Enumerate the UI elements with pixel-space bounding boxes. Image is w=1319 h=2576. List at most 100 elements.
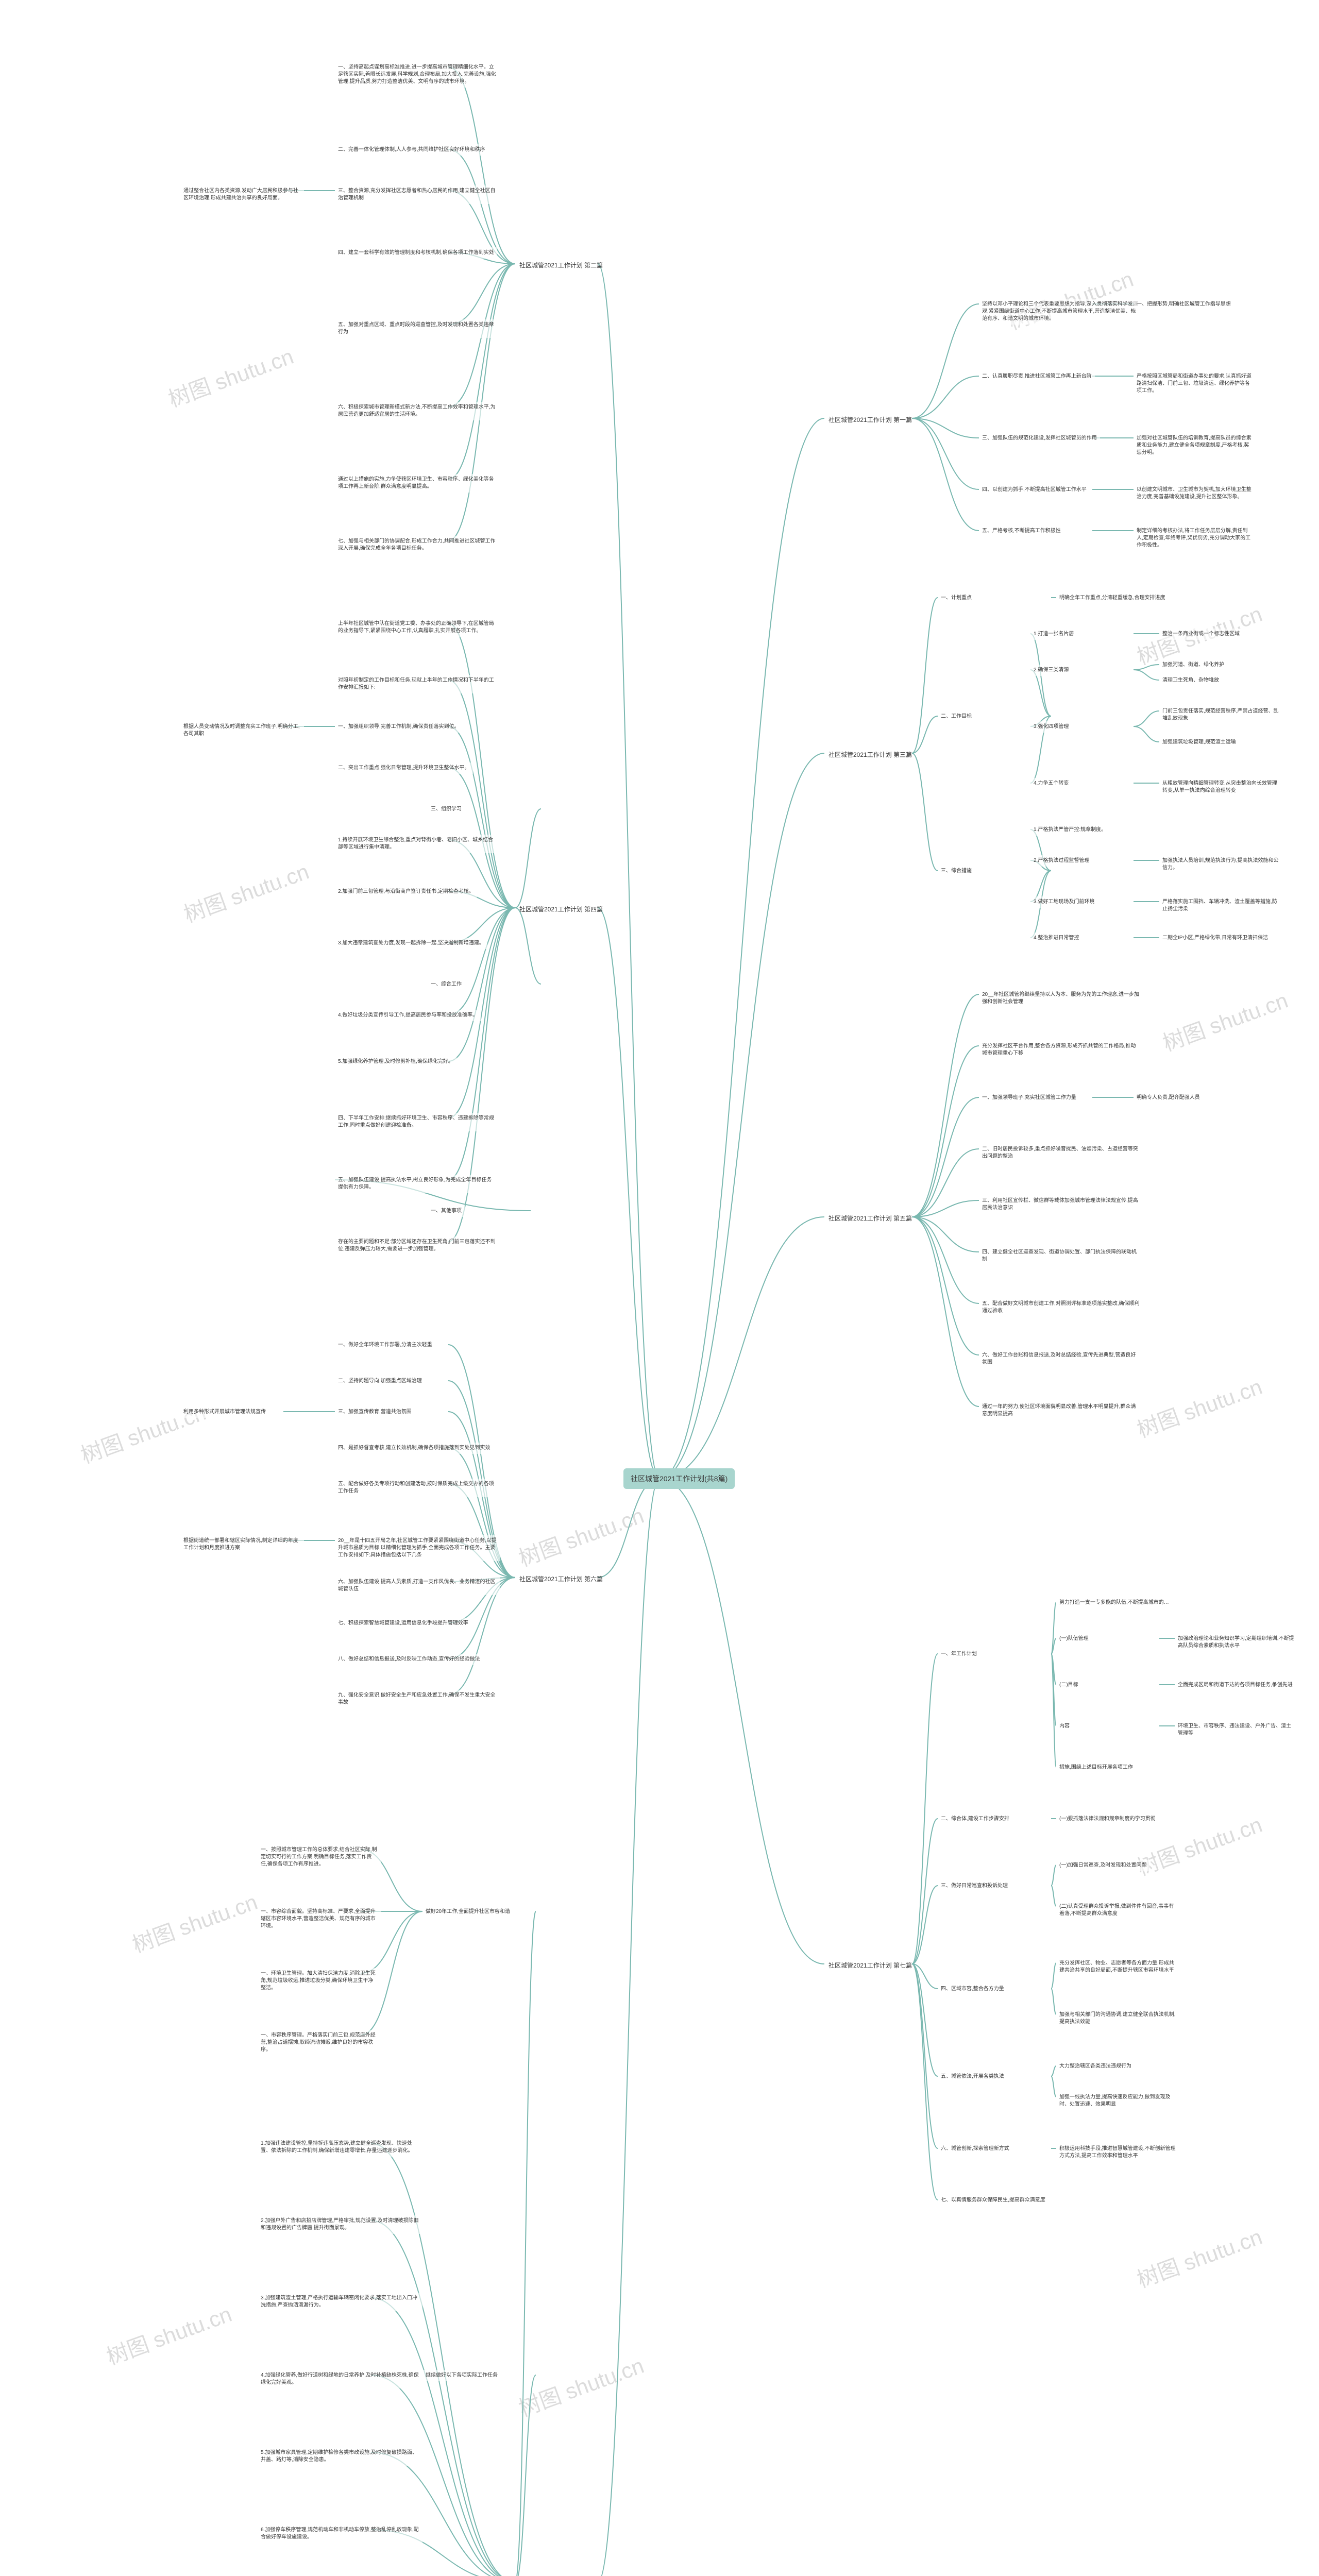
- connector: [448, 149, 515, 264]
- leaf-node: 一、加强组织领导,完善工作机制,确保责任落实到位。: [335, 721, 463, 733]
- leaf-node: 3.加大违章建筑查处力度,发现一起拆除一起,坚决遏制新增违建。: [335, 938, 487, 949]
- connector: [912, 1217, 979, 1406]
- leaf-node: 以创建文明城市、卫生城市为契机,加大环境卫生整治力度,完善基础设施建设,提升社区…: [1134, 484, 1257, 503]
- leaf-node: 利用多种形式开展城市管理法规宣传: [180, 1406, 269, 1418]
- leaf-node: 5.加强绿化养护管理,及时修剪补植,确保绿化完好。: [335, 1056, 456, 1067]
- leaf-node: 加强河道、街道、绿化养护: [1159, 659, 1227, 671]
- leaf-node: (二)目标: [1056, 1680, 1081, 1691]
- leaf-node: 一、计划重点: [938, 592, 975, 604]
- leaf-node: 九、强化安全意识,做好安全生产和应急处置工作,确保不发生重大安全事故: [335, 1690, 500, 1708]
- leaf-node: 根据街道统一部署和辖区实际情况,制定详细的年度工作计划和月度推进方案: [180, 1535, 304, 1554]
- branch-node[interactable]: 社区城管2021工作计划 第二篇: [515, 258, 607, 273]
- branch-node[interactable]: 社区城管2021工作计划 第五篇: [824, 1211, 916, 1226]
- branch-node[interactable]: 社区城管2021工作计划 第三篇: [824, 747, 916, 762]
- leaf-node: 4.加强绿化管养,做好行道树和绿地的日常养护,及时补植缺株死株,确保绿化完好美观…: [258, 2370, 422, 2388]
- connector: [448, 908, 515, 1015]
- leaf-node: 明确专人负责,配齐配强人员: [1134, 1092, 1203, 1104]
- connector: [660, 1479, 824, 1964]
- leaf-node: 五、加强队伍建设,提高执法水平,树立良好形象,为完成全年目标任务提供有力保障。: [335, 1175, 500, 1193]
- connector: [515, 1911, 536, 2576]
- leaf-node: 四、区域市容,整合各方力量: [938, 1984, 1007, 1995]
- connector: [1051, 1989, 1056, 2014]
- leaf-node: 加强一线执法力量,提高快速反应能力,做到发现及时、处置迅速、效果明显: [1056, 2092, 1180, 2110]
- leaf-node: 一、市容秩序管理。严格落实门前三包,规范店外经营,整治占道摆摊,取缔流动摊贩,维…: [258, 2030, 381, 2056]
- leaf-node: 存在的主要问题和不足:部分区域还存在卫生死角,门前三包落实还不到位,违建反弹压力…: [335, 1236, 500, 1255]
- leaf-node: 二、突出工作重点,强化日常管理,提升环境卫生整体水平。: [335, 762, 473, 774]
- leaf-node: 根据人员变动情况及时调整充实工作班子,明确分工,各司其职: [180, 721, 304, 740]
- leaf-node: 二、认真履职尽责,推进社区城管工作再上新台阶: [979, 371, 1095, 382]
- connector: [448, 264, 515, 325]
- connector: [598, 1479, 660, 2576]
- leaf-node: 4.做好垃圾分类宣传引导工作,提高居民参与率和投放准确率。: [335, 1010, 481, 1021]
- leaf-node: 上半年社区城管中队在街道党工委、办事处的正确领导下,在区城管局的业务指导下,紧紧…: [335, 618, 500, 637]
- leaf-node: 七、加强与相关部门的协调配合,形成工作合力,共同推进社区城管工作深入开展,确保完…: [335, 536, 500, 554]
- leaf-node: 三、综合措施: [938, 866, 975, 877]
- connector: [1051, 1654, 1056, 1685]
- watermark: 树图 shutu.cn: [1132, 1369, 1266, 1444]
- connector: [1134, 711, 1159, 726]
- leaf-node: 七、以真情服务群众保障民生,提高群众满意度: [938, 2195, 1049, 2206]
- leaf-node: 三、加强队伍的规范化建设,发挥社区城管员的作用: [979, 433, 1100, 444]
- leaf-node: 4.整治推进日常管控: [1030, 933, 1082, 944]
- connector: [912, 376, 979, 418]
- branch-node[interactable]: 社区城管2021工作计划 第七篇: [824, 1958, 916, 1973]
- leaf-node: 一、综合工作: [428, 979, 465, 990]
- branch-node[interactable]: 社区城管2021工作计划 第六篇: [515, 1571, 607, 1587]
- leaf-node: 1.严格执法严管严控:规章制度。: [1030, 824, 1109, 836]
- leaf-node: 四、下半年工作安排:继续抓好环境卫生、市容秩序、违建拆除等常规工作,同时重点做好…: [335, 1113, 500, 1131]
- leaf-node: 1.加强违法建设管控,坚持拆违高压态势,建立健全巡查发现、快速处置、依法拆除的工…: [258, 2138, 422, 2157]
- connector: [912, 598, 938, 753]
- connector: [448, 1578, 515, 1695]
- connector: [598, 908, 660, 1479]
- leaf-node: 二、旧时居民投诉较多,重点抓好噪音扰民、油烟污染、占道经营等突出问题的整治: [979, 1144, 1144, 1162]
- connector: [448, 1484, 515, 1578]
- leaf-node: 通过以上措施的实施,力争使辖区环境卫生、市容秩序、绿化美化等各项工作再上新台阶,…: [335, 474, 500, 493]
- connector: [515, 908, 541, 984]
- connector: [912, 1046, 979, 1217]
- watermark: 树图 shutu.cn: [1158, 983, 1292, 1057]
- leaf-node: 从粗放管理向精细管理转变,从突击整治向长效管理转变,从单一执法向综合治理转变: [1159, 778, 1283, 796]
- leaf-node: 严格按照区城管局和街道办事处的要求,认真抓好道路清扫保洁、门前三包、垃圾清运、绿…: [1134, 371, 1257, 397]
- connector: [660, 753, 824, 1479]
- leaf-node: (一)加强日常巡查,及时发现和处置问题: [1056, 1860, 1149, 1871]
- leaf-node: 二、工作目标: [938, 711, 975, 722]
- watermark: 树图 shutu.cn: [1132, 2219, 1266, 2294]
- leaf-node: 一、其他事项: [428, 1206, 465, 1217]
- connector: [912, 418, 979, 438]
- connector: [912, 1149, 979, 1217]
- leaf-node: 六、做好工作台账和信息报送,及时总结经验,宣传先进典型,营造良好氛围: [979, 1350, 1144, 1368]
- watermark: 树图 shutu.cn: [514, 1498, 648, 1572]
- leaf-node: 20__年社区城管将继续坚持以人为本、服务为先的工作理念,进一步加强和创新社会管…: [979, 989, 1144, 1008]
- leaf-node: 一、做好全年环境工作部署,分清主次轻重: [335, 1340, 435, 1351]
- leaf-node: 2.加强户外广告和店招店牌管理,严格审批,规范设置,及时清理破损陈旧和违规设置的…: [258, 2215, 422, 2234]
- leaf-node: 二期全IP小区,严格绿化带,日常有环卫清扫保洁: [1159, 933, 1271, 944]
- connector: [912, 1654, 938, 1964]
- leaf-node: 整治一条商业街或一个标志性区域: [1159, 629, 1243, 640]
- leaf-node: 五、城管依法,开展各类执法: [938, 2071, 1007, 2082]
- leaf-node: 充分发挥社区、物业、志愿者等各方面力量,形成共建共治共享的良好局面,不断提升辖区…: [1056, 1958, 1180, 1976]
- leaf-node: 全面完成区局和街道下达的各项目标任务,争创先进: [1175, 1680, 1296, 1691]
- leaf-node: 加强执法人员培训,规范执法行为,提高执法效能和公信力。: [1159, 855, 1283, 874]
- connector: [1134, 670, 1159, 680]
- connector: [912, 1217, 979, 1355]
- watermark: 树图 shutu.cn: [102, 2297, 235, 2371]
- branch-node[interactable]: 社区城管2021工作计划 第四篇: [515, 902, 607, 917]
- connector: [371, 2221, 515, 2576]
- connector: [515, 809, 541, 908]
- leaf-node: 四、建立健全社区巡查发现、街道协调处置、部门执法保障的联动机制: [979, 1247, 1144, 1265]
- mindmap-root[interactable]: 社区城管2021工作计划(共8篇): [623, 1468, 735, 1489]
- leaf-node: 三、做好日常巡查和投诉处理: [938, 1880, 1011, 1892]
- leaf-node: 四、是抓好督查考核,建立长效机制,确保各项措施落到实处见到实效: [335, 1443, 494, 1454]
- leaf-node: 三、整合资源,充分发挥社区志愿者和热心居民的作用,建立健全社区自治管理机制: [335, 185, 500, 204]
- leaf-node: (二)认真受理群众投诉举报,做到件件有回音,事事有着落,不断提高群众满意度: [1056, 1901, 1180, 1920]
- connector: [1051, 1638, 1056, 1654]
- leaf-node: 4.力争五个转变: [1030, 778, 1072, 789]
- leaf-node: 制定详细的考核办法,将工作任务层层分解,责任到人,定期检查,年终考评,奖优罚劣,…: [1134, 526, 1257, 551]
- leaf-node: 二、完善一体化管理体制,人人参与,共同维护社区良好环境和秩序: [335, 144, 488, 156]
- leaf-node: 加强政治理论和业务知识学习,定期组织培训,不断提高队员综合素质和执法水平: [1175, 1633, 1298, 1652]
- leaf-node: 一、市容综合面貌。坚持高标准、严要求,全面提升辖区市容环境水平,营造整洁优美、规…: [258, 1906, 381, 1932]
- leaf-node: 严格落实施工围挡、车辆冲洗、渣土覆盖等措施,防止扬尘污染: [1159, 896, 1283, 915]
- leaf-node: 六、加强队伍建设,提高人员素质,打造一支作风优良、业务精湛的社区城管队伍: [335, 1577, 500, 1595]
- branch-node[interactable]: 社区城管2021工作计划 第一篇: [824, 412, 916, 428]
- leaf-node: 坚持以邓小平理论和三个代表重要思想为指导,深入贯彻落实科学发展观,紧紧围绕街道中…: [979, 299, 1144, 325]
